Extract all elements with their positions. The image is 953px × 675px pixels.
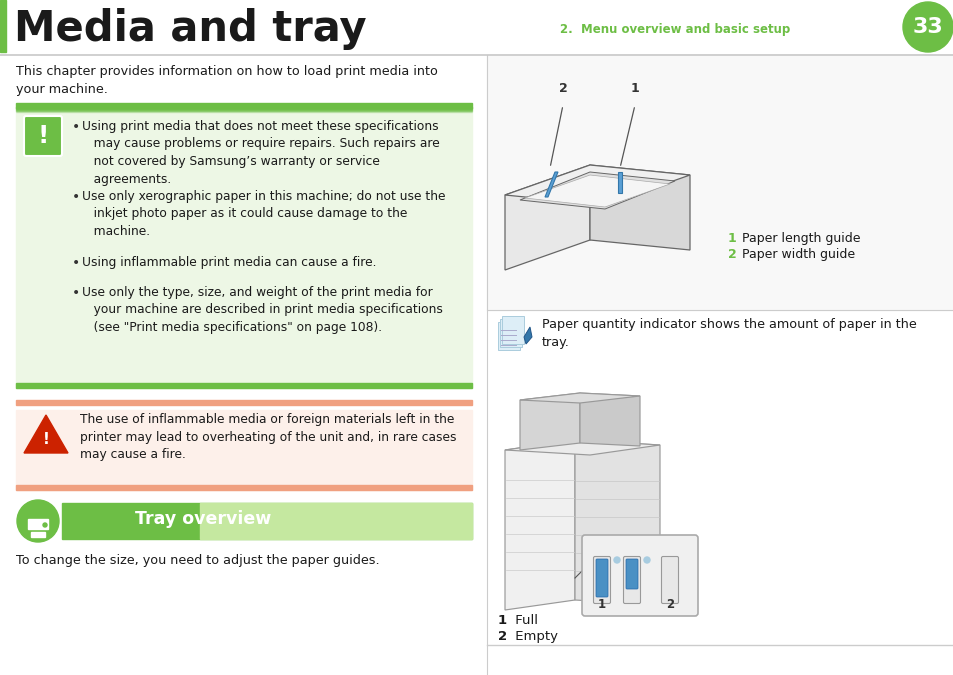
Text: •: • (71, 256, 80, 270)
Bar (200, 503, 472, 539)
Polygon shape (504, 440, 659, 455)
FancyBboxPatch shape (24, 116, 62, 156)
Bar (497, 322, 519, 350)
Polygon shape (24, 415, 68, 453)
Text: Using print media that does not meet these specifications
   may cause problems : Using print media that does not meet the… (82, 120, 439, 186)
FancyBboxPatch shape (623, 556, 639, 603)
Circle shape (43, 523, 47, 527)
Text: Paper width guide: Paper width guide (738, 248, 854, 261)
Text: 2: 2 (727, 248, 736, 261)
Polygon shape (519, 393, 639, 403)
Bar (16, 400, 472, 405)
Bar (16, 108, 472, 109)
FancyBboxPatch shape (593, 556, 610, 603)
Polygon shape (519, 393, 579, 450)
Bar (0, 0, 6, 52)
Polygon shape (544, 172, 558, 197)
Bar (30, 520, 45, 524)
Text: Use only the type, size, and weight of the print media for
   your machine are d: Use only the type, size, and weight of t… (82, 286, 442, 334)
Polygon shape (519, 172, 675, 209)
Text: •: • (71, 120, 80, 134)
Bar (16, 410, 472, 490)
Text: •: • (71, 286, 80, 300)
Bar (28, 519, 48, 529)
Text: Paper quantity indicator shows the amount of paper in the
tray.: Paper quantity indicator shows the amoun… (541, 318, 916, 349)
Bar (16, 383, 472, 388)
Bar (486, 55, 953, 310)
Text: The use of inflammable media or foreign materials left in the
printer may lead t: The use of inflammable media or foreign … (80, 413, 456, 461)
Polygon shape (504, 165, 689, 205)
Bar (499, 319, 521, 347)
Text: 2: 2 (665, 598, 674, 611)
Text: Using inflammable print media can cause a fire.: Using inflammable print media can cause … (82, 256, 376, 269)
Polygon shape (579, 393, 639, 446)
Text: 33: 33 (912, 17, 943, 37)
Polygon shape (618, 172, 621, 193)
Text: 2.  Menu overview and basic setup: 2. Menu overview and basic setup (559, 24, 789, 36)
Text: 1: 1 (630, 82, 639, 95)
Polygon shape (504, 440, 575, 610)
FancyBboxPatch shape (660, 556, 678, 603)
Circle shape (17, 500, 59, 542)
Text: Full: Full (511, 614, 537, 627)
Bar (16, 107, 472, 108)
Bar (62, 503, 472, 539)
Text: To change the size, you need to adjust the paper guides.: To change the size, you need to adjust t… (16, 554, 379, 567)
Text: 1: 1 (497, 614, 507, 627)
Bar (16, 111, 472, 112)
Text: Use only xerographic paper in this machine; do not use the
   inkjet photo paper: Use only xerographic paper in this machi… (82, 190, 445, 238)
FancyBboxPatch shape (625, 559, 638, 589)
Text: Tray overview: Tray overview (135, 510, 271, 528)
Polygon shape (575, 440, 659, 605)
Polygon shape (504, 165, 589, 270)
Text: 2: 2 (497, 630, 507, 643)
Text: Empty: Empty (511, 630, 558, 643)
Circle shape (614, 557, 619, 563)
Text: !: ! (37, 124, 49, 148)
Text: Paper length guide: Paper length guide (738, 232, 860, 245)
FancyBboxPatch shape (581, 535, 698, 616)
Text: 1: 1 (727, 232, 736, 245)
Polygon shape (524, 175, 669, 207)
Bar (501, 316, 523, 344)
Bar (16, 110, 472, 111)
Bar (30, 532, 45, 537)
Polygon shape (589, 165, 689, 250)
Text: Media and tray: Media and tray (14, 8, 366, 50)
FancyBboxPatch shape (596, 559, 607, 597)
Text: •: • (71, 190, 80, 204)
Text: 1: 1 (598, 598, 605, 611)
Bar (16, 103, 472, 108)
Text: 2: 2 (558, 82, 567, 95)
Bar (16, 485, 472, 490)
Text: !: ! (43, 433, 50, 448)
Circle shape (902, 2, 952, 52)
Circle shape (643, 557, 649, 563)
Polygon shape (523, 327, 532, 344)
Bar (16, 109, 472, 110)
Text: This chapter provides information on how to load print media into
your machine.: This chapter provides information on how… (16, 65, 437, 97)
Bar (16, 113, 472, 388)
